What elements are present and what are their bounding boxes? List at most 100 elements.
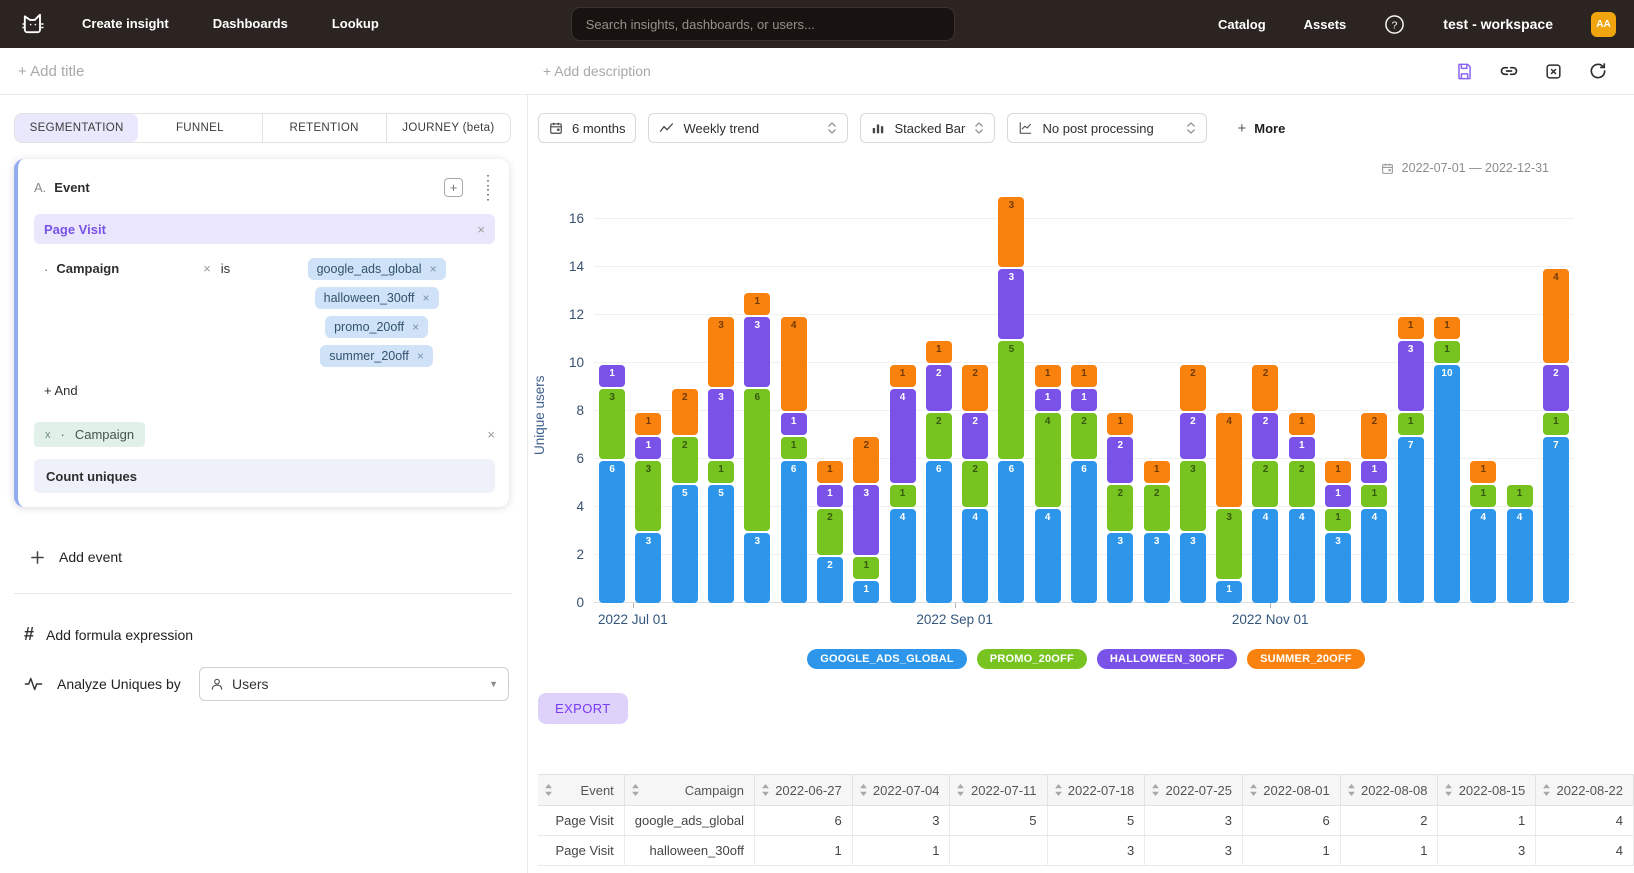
bar-segment-google_ads_global[interactable]: 3	[635, 533, 661, 603]
bar-segment-google_ads_global[interactable]: 6	[926, 461, 952, 603]
bar-segment-promo_20off[interactable]: 3	[1180, 461, 1206, 531]
nav-item-lookup[interactable]: Lookup	[332, 16, 379, 31]
help-circle-icon[interactable]: ?	[1384, 14, 1405, 35]
bar-segment-halloween_30off[interactable]: 3	[853, 485, 879, 555]
bar-segment-summer_20off[interactable]: 1	[817, 461, 843, 483]
bar-segment-halloween_30off[interactable]: 3	[708, 389, 734, 459]
filter-value-chip[interactable]: google_ads_global×	[308, 258, 446, 280]
date-range-display[interactable]: 2022-07-01 — 2022-12-31	[538, 161, 1549, 175]
bar-segment-summer_20off[interactable]: 1	[635, 413, 661, 435]
bar-segment-halloween_30off[interactable]: 2	[926, 365, 952, 411]
sort-icon[interactable]	[544, 784, 553, 796]
bar-segment-promo_20off[interactable]: 2	[962, 461, 988, 507]
add-event-button[interactable]: Add event	[30, 549, 527, 565]
legend-promo_20off[interactable]: PROMO_20OFF	[977, 649, 1087, 669]
search-input[interactable]	[571, 7, 955, 41]
remove-filter-icon[interactable]: ×	[203, 261, 211, 276]
save-icon[interactable]	[1455, 62, 1474, 81]
bar-segment-summer_20off[interactable]: 1	[1470, 461, 1496, 483]
remove-value-icon[interactable]: ×	[430, 262, 437, 276]
bar-segment-summer_20off[interactable]: 1	[1144, 461, 1170, 483]
bar-segment-summer_20off[interactable]: 1	[890, 365, 916, 387]
bar-segment-promo_20off[interactable]: 1	[890, 485, 916, 507]
bar-segment-promo_20off[interactable]: 1	[1361, 485, 1387, 507]
breakdown-chip[interactable]: x · Campaign	[34, 422, 145, 447]
bar-segment-promo_20off[interactable]: 1	[1507, 485, 1533, 507]
bar-segment-promo_20off[interactable]: 5	[998, 341, 1024, 459]
aggregation-select[interactable]: Count uniques	[34, 459, 495, 493]
tab-segmentation[interactable]: SEGMENTATION	[15, 114, 138, 142]
bar-segment-google_ads_global[interactable]: 5	[672, 485, 698, 603]
bar-segment-google_ads_global[interactable]: 1	[853, 581, 879, 603]
bar-segment-halloween_30off[interactable]: 1	[1289, 437, 1315, 459]
bar-segment-google_ads_global[interactable]: 7	[1543, 437, 1569, 603]
sort-icon[interactable]	[631, 784, 640, 796]
bar-segment-halloween_30off[interactable]: 3	[744, 317, 770, 387]
add-and-condition-button[interactable]: + And	[44, 383, 78, 398]
more-button[interactable]: + More	[1237, 120, 1285, 137]
bar-segment-summer_20off[interactable]: 1	[1071, 365, 1097, 387]
filter-operator[interactable]: is	[221, 261, 230, 276]
bar-segment-google_ads_global[interactable]: 4	[1507, 509, 1533, 603]
event-select[interactable]: Page Visit ×	[34, 214, 495, 244]
column-header-2022-08-15[interactable]: 2022-08-15	[1438, 775, 1536, 806]
filter-value-chip[interactable]: summer_20off×	[320, 345, 433, 367]
bar-segment-summer_20off[interactable]: 1	[744, 293, 770, 315]
bar-segment-summer_20off[interactable]: 2	[853, 437, 879, 483]
bar-segment-google_ads_global[interactable]: 4	[1252, 509, 1278, 603]
sort-icon[interactable]	[761, 784, 770, 796]
bar-segment-summer_20off[interactable]: 4	[1543, 269, 1569, 363]
column-header-2022-08-01[interactable]: 2022-08-01	[1243, 775, 1341, 806]
bar-segment-promo_20off[interactable]: 2	[1289, 461, 1315, 507]
link-icon[interactable]	[1499, 61, 1519, 81]
bar-segment-google_ads_global[interactable]: 5	[708, 485, 734, 603]
cat-logo-icon[interactable]	[18, 10, 48, 38]
tab-journey[interactable]: JOURNEY (beta)	[386, 114, 510, 142]
bar-segment-halloween_30off[interactable]: 1	[635, 437, 661, 459]
trend-select[interactable]: Weekly trend	[648, 113, 848, 143]
bar-segment-halloween_30off[interactable]: 3	[1398, 341, 1424, 411]
bar-segment-halloween_30off[interactable]: 3	[998, 269, 1024, 339]
bar-segment-summer_20off[interactable]: 3	[708, 317, 734, 387]
remove-event-icon[interactable]: ×	[477, 222, 485, 237]
bar-segment-promo_20off[interactable]: 1	[853, 557, 879, 579]
column-header-event[interactable]: Event	[538, 775, 624, 806]
bar-segment-promo_20off[interactable]: 2	[1144, 485, 1170, 531]
date-window-button[interactable]: 6 months	[538, 113, 636, 143]
bar-segment-summer_20off[interactable]: 4	[781, 317, 807, 411]
legend-google_ads_global[interactable]: GOOGLE_ADS_GLOBAL	[807, 649, 967, 669]
bar-segment-google_ads_global[interactable]: 6	[998, 461, 1024, 603]
bar-segment-promo_20off[interactable]: 3	[1216, 509, 1242, 579]
tab-funnel[interactable]: FUNNEL	[138, 114, 261, 142]
bar-segment-halloween_30off[interactable]: 1	[817, 485, 843, 507]
column-header-2022-07-11[interactable]: 2022-07-11	[950, 775, 1047, 806]
bar-segment-promo_20off[interactable]: 1	[781, 437, 807, 459]
sort-icon[interactable]	[1151, 784, 1160, 796]
sort-icon[interactable]	[956, 784, 965, 796]
bar-segment-halloween_30off[interactable]: 1	[599, 365, 625, 387]
bar-segment-promo_20off[interactable]: 3	[599, 389, 625, 459]
bar-segment-summer_20off[interactable]: 2	[962, 365, 988, 411]
bar-segment-summer_20off[interactable]: 2	[1180, 365, 1206, 411]
remove-breakdown-row-icon[interactable]: ×	[487, 427, 495, 442]
bar-segment-promo_20off[interactable]: 2	[1107, 485, 1133, 531]
bar-segment-promo_20off[interactable]: 2	[1071, 413, 1097, 459]
bar-segment-google_ads_global[interactable]: 3	[1144, 533, 1170, 603]
bar-segment-summer_20off[interactable]: 1	[1434, 317, 1460, 339]
column-header-2022-07-18[interactable]: 2022-07-18	[1047, 775, 1145, 806]
bar-segment-google_ads_global[interactable]: 4	[1289, 509, 1315, 603]
column-header-2022-08-22[interactable]: 2022-08-22	[1536, 775, 1634, 806]
bar-segment-promo_20off[interactable]: 2	[1252, 461, 1278, 507]
bar-segment-promo_20off[interactable]: 6	[744, 389, 770, 531]
bar-segment-halloween_30off[interactable]: 2	[1180, 413, 1206, 459]
legend-summer_20off[interactable]: SUMMER_20OFF	[1247, 649, 1365, 669]
bar-segment-promo_20off[interactable]: 4	[1035, 413, 1061, 507]
bar-segment-summer_20off[interactable]: 3	[998, 197, 1024, 267]
bar-segment-google_ads_global[interactable]: 6	[781, 461, 807, 603]
nav-item-catalog[interactable]: Catalog	[1218, 17, 1266, 32]
chart-type-select[interactable]: Stacked Bar	[860, 113, 995, 143]
bar-segment-google_ads_global[interactable]: 1	[1216, 581, 1242, 603]
remove-value-icon[interactable]: ×	[417, 349, 424, 363]
nav-item-create-insight[interactable]: Create insight	[82, 16, 169, 31]
bar-segment-google_ads_global[interactable]: 4	[1470, 509, 1496, 603]
